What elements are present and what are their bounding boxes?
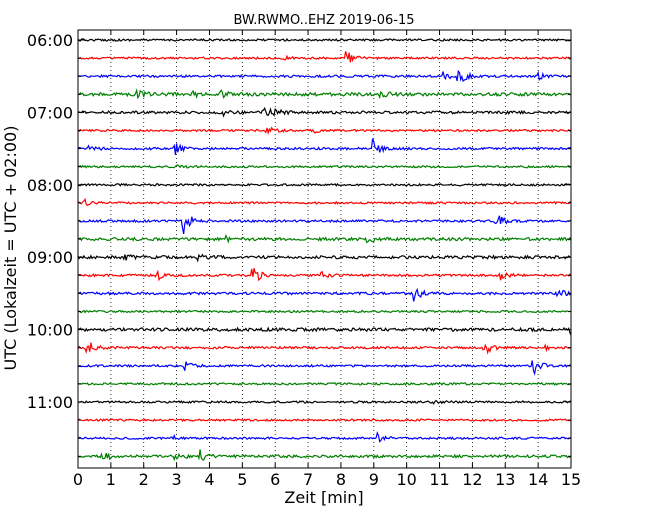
x-tick-label: 3 xyxy=(172,470,182,489)
trace-0830 xyxy=(77,215,572,235)
x-tick-label: 6 xyxy=(270,470,280,489)
y-tick-label: 11:00 xyxy=(27,393,73,412)
x-tick-label: 7 xyxy=(303,470,313,489)
trace-0715 xyxy=(77,126,572,136)
x-tick-label: 1 xyxy=(106,470,116,489)
x-tick-label: 15 xyxy=(561,470,581,489)
y-tick-label: 07:00 xyxy=(27,103,73,122)
trace-0900 xyxy=(77,253,572,263)
trace-0745 xyxy=(77,164,572,169)
trace-0600 xyxy=(77,37,572,42)
x-tick-label: 8 xyxy=(336,470,346,489)
x-axis-label: Zeit [min] xyxy=(284,488,363,507)
trace-1015 xyxy=(77,342,572,355)
trace-0945 xyxy=(77,309,572,314)
x-axis-ticks: 0 1 2 3 4 5 6 7 8 9 10 11 12 13 14 15 xyxy=(73,30,581,489)
trace-0845 xyxy=(77,234,572,244)
trace-1045 xyxy=(77,381,572,386)
trace-1000 xyxy=(77,326,572,336)
trace-0930 xyxy=(77,287,572,302)
seismic-traces xyxy=(77,37,572,462)
x-tick-label: 12 xyxy=(462,470,482,489)
x-tick-label: 4 xyxy=(204,470,214,489)
x-tick-label: 0 xyxy=(73,470,83,489)
y-tick-label: 09:00 xyxy=(27,248,73,267)
x-tick-label: 13 xyxy=(495,470,515,489)
plot-frame xyxy=(77,29,572,469)
trace-1130 xyxy=(77,431,572,443)
y-tick-label: 08:00 xyxy=(27,176,73,195)
trace-0800 xyxy=(77,182,572,187)
x-tick-label: 5 xyxy=(237,470,247,489)
trace-0700 xyxy=(77,106,572,118)
trace-1030 xyxy=(77,360,572,376)
x-tick-label: 2 xyxy=(139,470,149,489)
trace-0645 xyxy=(77,88,572,100)
trace-1115 xyxy=(77,418,572,423)
trace-1145 xyxy=(77,449,572,462)
trace-0615 xyxy=(77,51,572,63)
trace-0730 xyxy=(77,138,572,155)
trace-0815 xyxy=(77,197,572,207)
trace-0915 xyxy=(77,267,572,282)
y-tick-label: 10:00 xyxy=(27,321,73,340)
y-axis-ticks: 06:00 07:00 08:00 09:00 10:00 11:00 xyxy=(27,31,571,457)
x-tick-label: 10 xyxy=(396,470,416,489)
x-tick-label: 11 xyxy=(429,470,449,489)
x-tick-label: 14 xyxy=(528,470,548,489)
x-tick-label: 9 xyxy=(369,470,379,489)
trace-0630 xyxy=(77,69,572,83)
y-axis-label: UTC (Lokalzeit = UTC + 02:00) xyxy=(1,126,20,371)
y-tick-label: 06:00 xyxy=(27,31,73,50)
chart-title: BW.RWMO..EHZ 2019-06-15 xyxy=(233,13,414,28)
trace-1100 xyxy=(77,399,572,405)
